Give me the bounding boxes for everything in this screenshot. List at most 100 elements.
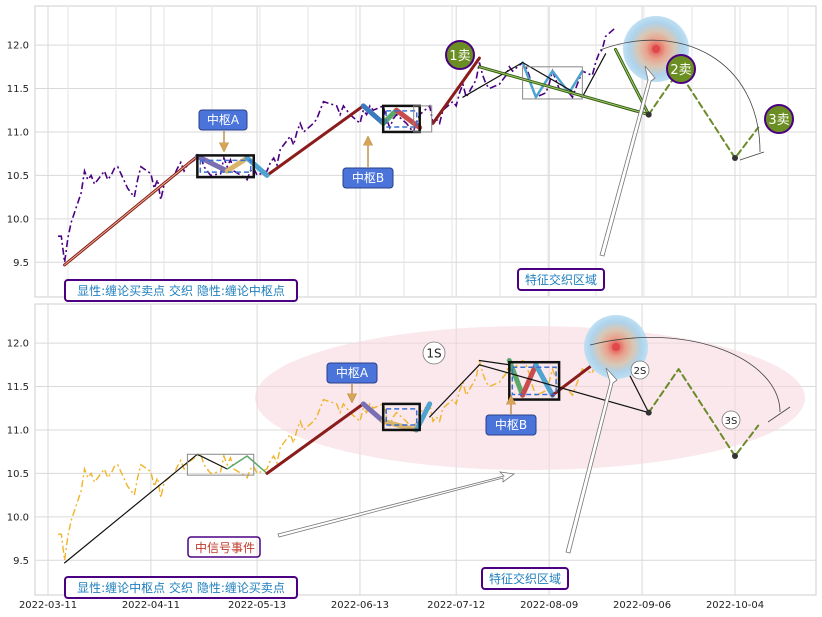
region-box-small (413, 105, 433, 133)
trend-segment (431, 56, 481, 125)
y-tick-label: 9.5 (13, 556, 29, 567)
bottom-highlight-ellipse (255, 326, 805, 470)
y-tick-label: 11.5 (7, 382, 29, 393)
trend-segment (265, 104, 365, 177)
stroke-line (478, 359, 510, 366)
svg-text:特征交织区域: 特征交织区域 (525, 272, 597, 287)
connector-arc (589, 337, 781, 413)
region-label-top: 特征交织区域 (517, 268, 605, 291)
hub-stroke (360, 103, 386, 126)
x-tick-label: 2022-06-13 (331, 600, 389, 611)
axes: 9.5 10.0 10.5 11.0 11.5 12.0 9.5 10.0 10.5 11.0 11… (7, 41, 764, 611)
connector-tick (739, 151, 765, 161)
connector-tick (767, 406, 791, 423)
event-label: 中信号事件 (195, 540, 255, 555)
event-arrow (277, 471, 516, 538)
svg-text:2S: 2S (634, 366, 647, 377)
projection-path (647, 70, 760, 159)
x-tick-label: 2022-07-12 (427, 600, 485, 611)
x-tick-label: 2022-04-11 (122, 600, 180, 611)
svg-text:3卖: 3卖 (768, 113, 789, 128)
pivot-dot (732, 453, 738, 460)
svg-text:特征交织区域: 特征交织区域 (489, 571, 561, 586)
x-tick-label: 2022-10-04 (706, 600, 764, 611)
stroke-line (429, 364, 480, 418)
stroke-line (478, 364, 650, 414)
hub-a-label: 中枢A (198, 109, 248, 131)
hub-a-label-bottom: 中枢A (326, 362, 378, 384)
x-tick-label: 2022-09-06 (613, 600, 671, 611)
svg-text:1S: 1S (426, 347, 441, 361)
region-arrow (565, 367, 618, 554)
y-tick-label: 10.0 (7, 214, 29, 225)
y-tick-label: 10.5 (7, 469, 29, 480)
region-label-bottom: 特征交织区域 (481, 567, 569, 590)
trend-segment-inner (64, 155, 198, 266)
svg-text:中枢B: 中枢B (495, 417, 527, 432)
region-stroke (521, 61, 584, 99)
stroke-line (226, 455, 268, 475)
hub-box (196, 154, 256, 179)
svg-text:显性:缠论中枢点 交织 隐性:缠论买卖点: 显性:缠论中枢点 交织 隐性:缠论买卖点 (77, 580, 285, 595)
pivot-dot (645, 409, 652, 416)
signal-3-sell: 3卖 (764, 104, 794, 134)
projection-path (647, 368, 760, 457)
svg-text:中枢B: 中枢B (352, 170, 384, 185)
grid (35, 6, 816, 595)
trend-segment (265, 402, 365, 475)
svg-text:中枢A: 中枢A (207, 112, 240, 127)
region-box (186, 453, 255, 476)
svg-text:2卖: 2卖 (670, 63, 691, 78)
hub-inner-box (511, 366, 557, 396)
signal-3s: 3S (721, 410, 741, 430)
hub-stroke (194, 153, 230, 174)
hub-stroke (380, 107, 399, 126)
y-tick-label: 11.5 (7, 84, 29, 95)
signal-1-sell: 1卖 (445, 40, 475, 70)
hub-b-label-bottom: 中枢B (485, 414, 537, 436)
hub-inner-box (199, 159, 252, 173)
hotspot-core (652, 45, 660, 53)
event-label-frame (187, 536, 261, 558)
pivot-dot (732, 155, 738, 162)
x-tick-label: 2022-08-09 (520, 600, 578, 611)
hub-box (508, 360, 561, 401)
pivot-dot (645, 111, 652, 118)
connector-arc (599, 39, 761, 153)
svg-text:3S: 3S (725, 416, 738, 427)
region-arrow (599, 65, 656, 257)
guide-line (462, 53, 607, 98)
hub-box (381, 104, 421, 134)
y-tick-label: 10.0 (7, 512, 29, 523)
region-box (522, 66, 583, 100)
x-tick-label: 2022-03-11 (19, 600, 77, 611)
svg-text:显性:缠论买卖点 交织 隐性:缠论中枢点: 显性:缠论买卖点 交织 隐性:缠论中枢点 (77, 283, 285, 298)
hub-box (381, 402, 421, 432)
y-tick-label: 12.0 (7, 41, 29, 52)
signal-1s: 1S (422, 341, 446, 365)
svg-text:1卖: 1卖 (449, 49, 470, 64)
y-tick-label: 11.0 (7, 127, 29, 138)
sell-band-inner (478, 66, 650, 116)
hotspot-core (612, 343, 620, 351)
y-tick-label: 12.0 (7, 339, 29, 350)
hub-b-label: 中枢B (342, 167, 394, 189)
hub-stroke (360, 401, 386, 424)
svg-text:中枢A: 中枢A (336, 365, 369, 380)
hub-stroke (533, 362, 555, 398)
legend-top: 显性:缠论买卖点 交织 隐性:缠论中枢点 (64, 279, 298, 302)
x-tick-label: 2022-05-13 (228, 600, 286, 611)
signal-2s: 2S (630, 360, 650, 380)
hub-stroke (520, 362, 539, 398)
signal-2-sell: 2卖 (666, 54, 696, 84)
legend-bottom: 显性:缠论中枢点 交织 隐性:缠论买卖点 (64, 576, 298, 599)
hub-stroke (380, 418, 419, 433)
y-tick-label: 9.5 (13, 258, 29, 269)
hub-stroke (506, 358, 526, 398)
analysis-overlays (63, 16, 791, 564)
y-tick-label: 10.5 (7, 171, 29, 182)
y-tick-label: 11.0 (7, 425, 29, 436)
hub-stroke (394, 107, 423, 131)
